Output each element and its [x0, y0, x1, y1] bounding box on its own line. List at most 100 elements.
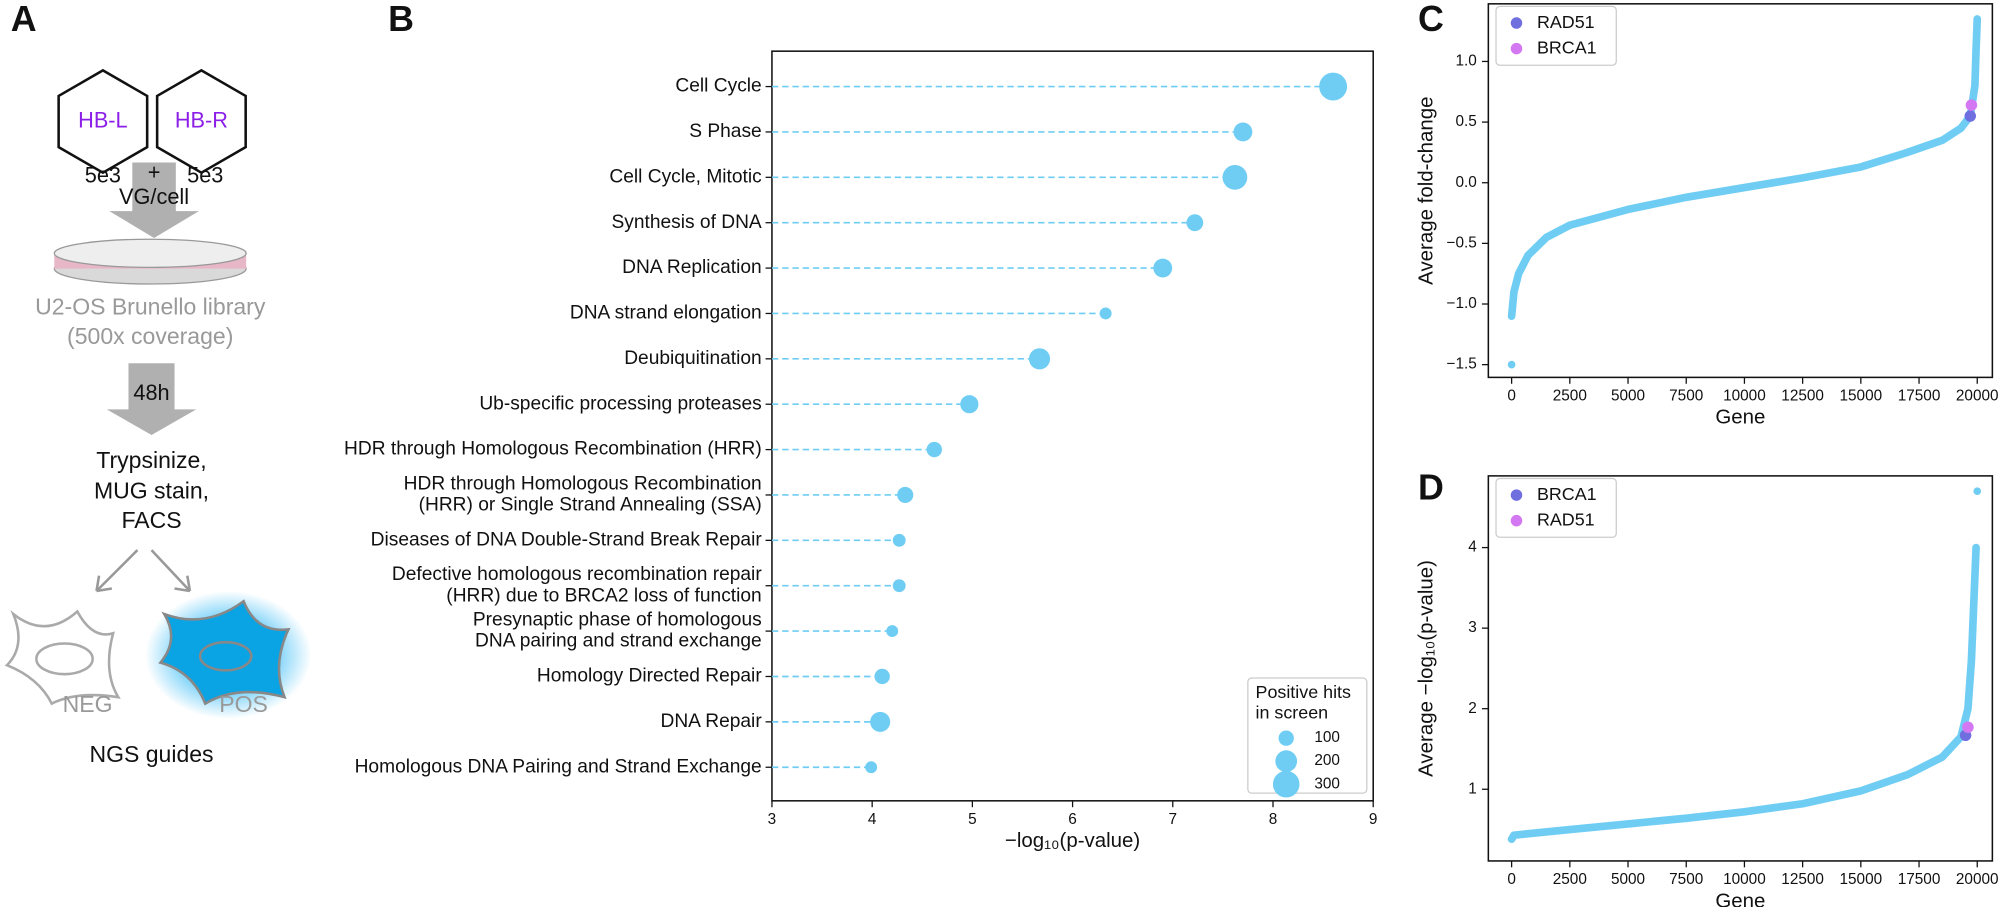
arrow	[109, 162, 199, 238]
x-tick-label: 9	[1369, 811, 1378, 828]
category-label: DNA Replication	[622, 257, 762, 278]
legend-box	[1495, 5, 1617, 66]
category-label: Cell Cycle	[675, 76, 761, 97]
legend-title: Positive hits	[1256, 682, 1352, 702]
panel-label: B	[388, 0, 414, 39]
panel-a: A HB-L HB-R 5e3 + 5e3 VG/cell U2-OS Brun…	[4, 0, 312, 767]
x-tick-label: 7500	[1669, 871, 1703, 888]
category-label: Diseases of DNA Double-Strand Break Repa…	[371, 529, 763, 550]
plus: +	[148, 160, 161, 185]
neg-label: NEG	[63, 691, 113, 717]
legend-label: RAD51	[1537, 12, 1595, 32]
x-tick-label: 2500	[1553, 388, 1587, 405]
legend-box	[1495, 477, 1617, 538]
pos-label: POS	[219, 691, 268, 717]
arrow	[150, 549, 192, 593]
dot	[897, 486, 914, 504]
x-tick-label: 7	[1169, 811, 1178, 828]
legend-dot	[1510, 42, 1523, 55]
x-tick-label: 10000	[1723, 871, 1766, 888]
legend-dot	[1272, 770, 1300, 798]
dot	[1028, 348, 1051, 370]
x-tick-label: 17500	[1898, 871, 1941, 888]
legend-label: 300	[1314, 775, 1340, 792]
y-axis-label: Average fold-change	[1414, 96, 1437, 284]
category-label: HDR through Homologous Recombination (HRR…	[404, 473, 762, 515]
x-tick-label: 4	[868, 811, 877, 828]
x-tick-label: 15000	[1840, 388, 1883, 405]
legend-label: BRCA1	[1537, 37, 1597, 57]
x-tick-label: 10000	[1723, 388, 1766, 405]
panel-label: C	[1418, 0, 1444, 39]
x-tick-label: 6	[1068, 811, 1077, 828]
category-label: Homologous DNA Pairing and Strand Exchan…	[355, 756, 762, 777]
category-label: Ub-specific processing proteases	[479, 393, 761, 414]
dot	[892, 579, 906, 593]
legend-label: 100	[1314, 729, 1340, 746]
y-tick-label: 2	[1468, 700, 1477, 717]
category-label: DNA strand elongation	[570, 303, 762, 324]
dose: 5e3	[85, 162, 121, 187]
y-tick-label: 0.0	[1455, 174, 1476, 191]
x-tick-label: 20000	[1956, 388, 1999, 405]
dish-lid	[53, 238, 247, 269]
outlier-point	[1973, 487, 1982, 496]
x-tick-label: 12500	[1781, 871, 1824, 888]
x-tick-label: 2500	[1553, 871, 1587, 888]
dot	[1233, 122, 1253, 142]
x-axis-label: Gene	[1715, 406, 1765, 429]
gene-curve	[1507, 543, 1980, 844]
x-tick-label: 7500	[1669, 388, 1703, 405]
x-tick-label: 0	[1507, 388, 1516, 405]
step: Trypsinize,	[96, 447, 206, 473]
x-tick-label: 12500	[1781, 388, 1824, 405]
legend-dot	[1510, 514, 1523, 527]
hexagon	[155, 68, 247, 175]
y-tick-label: 1.0	[1455, 53, 1476, 70]
legend-label: RAD51	[1537, 509, 1595, 529]
legend-dot	[1278, 730, 1294, 746]
y-tick-label: −0.5	[1447, 234, 1477, 251]
hexagon	[57, 68, 149, 175]
category-label: S Phase	[689, 121, 761, 142]
category-label: Presynaptic phase of homologous DNA pairi…	[473, 610, 762, 652]
x-tick-label: 5	[968, 811, 977, 828]
time: 48h	[133, 380, 169, 405]
dot	[886, 625, 899, 638]
dot	[1222, 164, 1248, 190]
step: MUG stain,	[94, 478, 209, 504]
dot	[1099, 307, 1112, 320]
nucleus	[35, 642, 94, 676]
neg-cell	[4, 609, 121, 706]
dot	[960, 395, 979, 414]
dose-unit: VG/cell	[119, 184, 189, 209]
category-label: Deubiquitination	[624, 348, 762, 369]
vector-label: HB-R	[175, 107, 228, 132]
dot	[1153, 258, 1173, 278]
x-tick-label: 17500	[1898, 388, 1941, 405]
readout: NGS guides	[89, 741, 213, 767]
dot	[1319, 72, 1348, 101]
split-arrows	[95, 549, 192, 593]
y-tick-label: −1.5	[1447, 356, 1477, 373]
y-axis-label: Average −log₁₀(p-value)	[1414, 560, 1437, 777]
y-tick-label: −1.0	[1447, 295, 1477, 312]
legend-label: BRCA1	[1537, 484, 1597, 504]
dot	[926, 441, 942, 458]
arrow	[106, 363, 197, 435]
nucleus	[198, 640, 253, 672]
x-tick-label: 5000	[1611, 871, 1645, 888]
x-axis-label: −log₁₀(p-value)	[1005, 829, 1140, 852]
category-label: Cell Cycle, Mitotic	[609, 166, 762, 187]
legend-label: 200	[1314, 752, 1340, 769]
outlier-point	[1507, 360, 1516, 369]
dot	[865, 761, 878, 774]
category-label: DNA Repair	[660, 711, 762, 732]
category-label: Homology Directed Repair	[537, 666, 762, 687]
coverage: (500x coverage)	[67, 323, 233, 349]
x-tick-label: 15000	[1840, 871, 1883, 888]
legend-title: in screen	[1256, 703, 1329, 723]
highlight-point	[1964, 110, 1977, 122]
x-tick-label: 5000	[1611, 388, 1645, 405]
